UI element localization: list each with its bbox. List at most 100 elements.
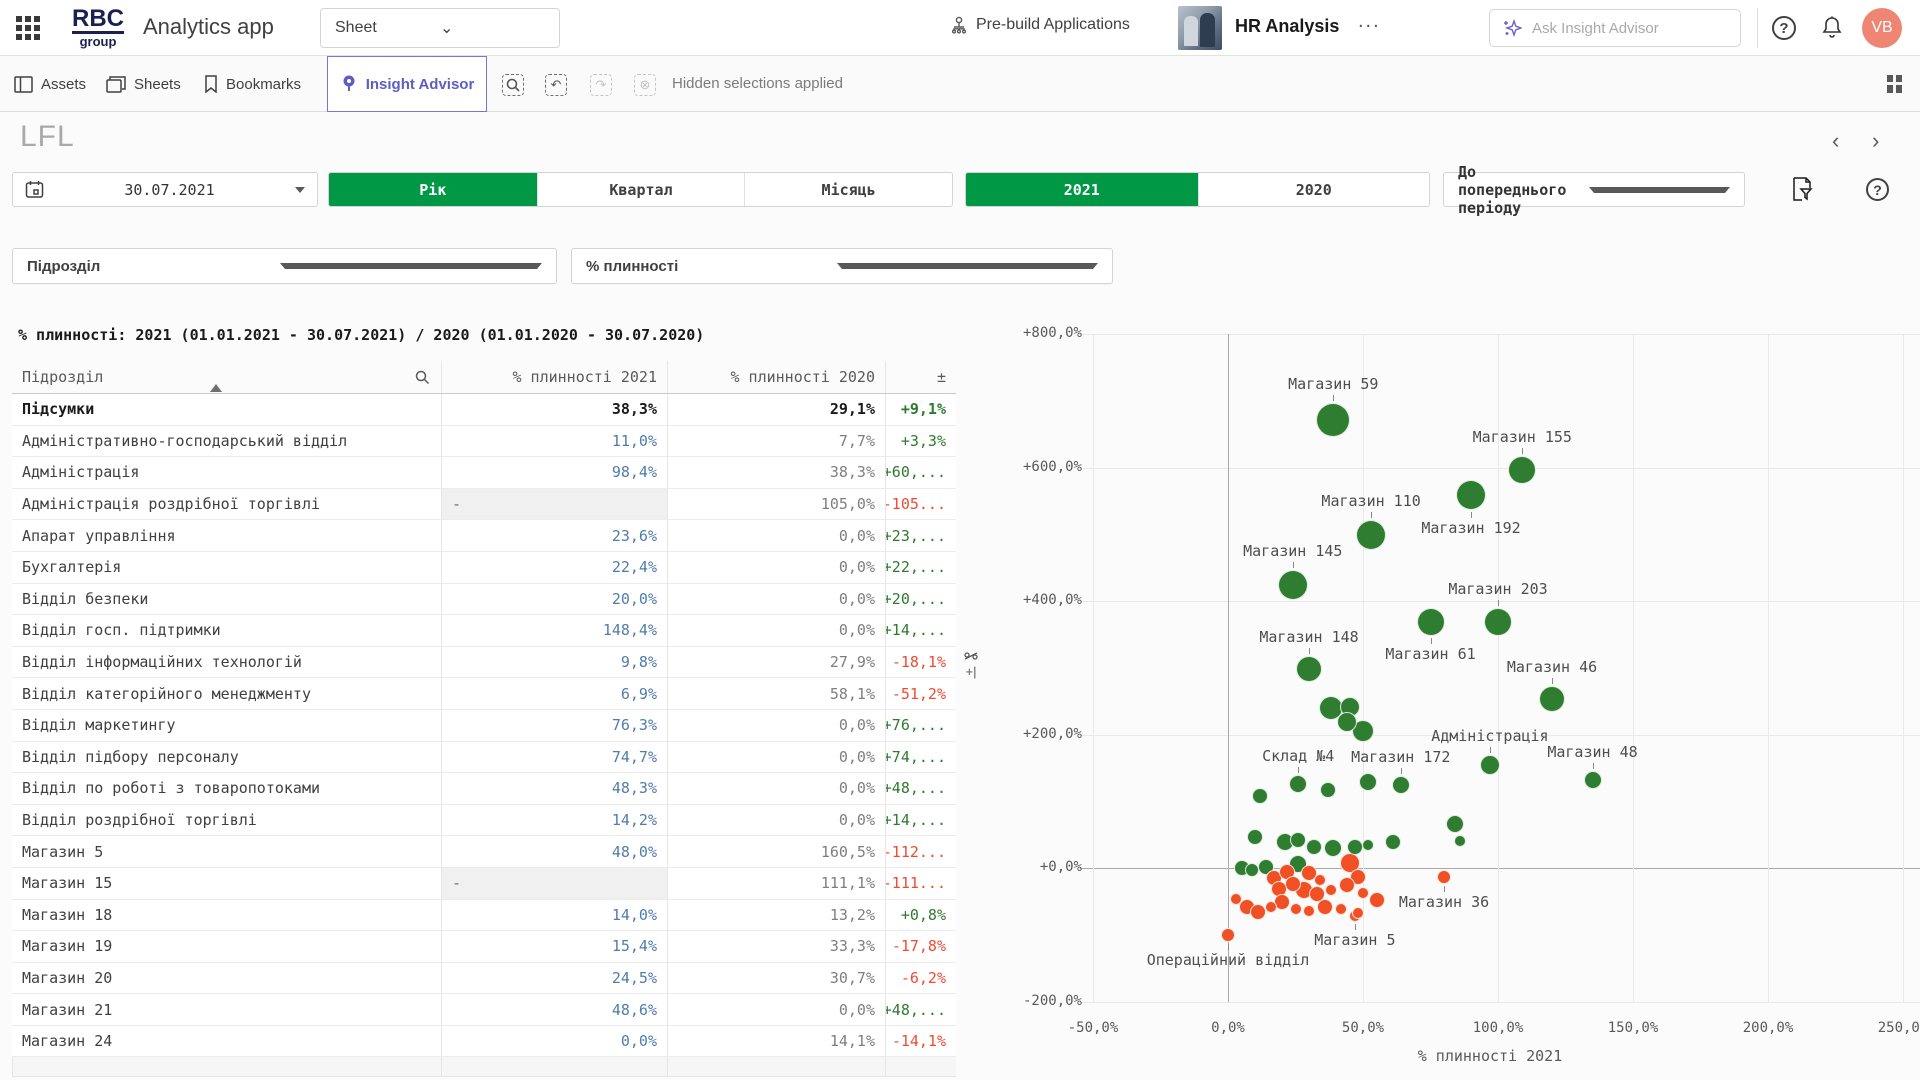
scatter-point[interactable] — [1346, 839, 1363, 856]
cell-dimension[interactable]: Апарат управління — [22, 526, 176, 545]
scatter-point[interactable] — [1252, 787, 1269, 804]
smart-search-selections-button[interactable] — [502, 74, 524, 96]
cell-dimension[interactable]: Магазин 21 — [22, 1000, 113, 1019]
cell-dimension[interactable]: Відділ роздрібної торгівлі — [22, 811, 257, 830]
scatter-point-Магазин 59[interactable] — [1316, 403, 1351, 438]
cell-dimension[interactable]: Магазин 5 — [22, 842, 104, 861]
scatter-point-Магазин 46[interactable] — [1539, 686, 1565, 713]
cell-dimension[interactable]: Магазин 18 — [22, 905, 113, 924]
scatter-point[interactable] — [1289, 902, 1302, 915]
scatter-point[interactable] — [1317, 898, 1334, 915]
scatter-point-Магазин 203[interactable] — [1484, 607, 1512, 636]
table-row[interactable]: Магазин 5 48,0% 160,5% -112... — [12, 836, 956, 868]
scatter-point[interactable] — [1265, 900, 1278, 913]
cell-dimension[interactable]: Адміністративно-господарський відділ — [22, 431, 348, 450]
cell-dimension[interactable]: Відділ підбору персоналу — [22, 747, 239, 766]
scatter-point[interactable] — [1384, 833, 1401, 850]
cell-dimension[interactable]: Відділ маркетингу — [22, 716, 176, 735]
table-row[interactable]: Відділ маркетингу 76,3% 0,0% +76,... — [12, 709, 956, 742]
column-header-2020[interactable]: % плинності 2020 — [667, 361, 885, 393]
scatter-point[interactable] — [1352, 720, 1374, 743]
scatter-point[interactable] — [1301, 864, 1317, 881]
scatter-point-Магазин 172[interactable] — [1391, 776, 1410, 795]
table-row[interactable]: Відділ категорійного менеджменту 6,9% 58,1… — [12, 678, 956, 710]
period-button-Квартал[interactable]: Квартал — [536, 173, 745, 206]
scatter-point-Адміністрація[interactable] — [1479, 755, 1500, 776]
help-icon[interactable]: ? — [1772, 16, 1796, 40]
scatter-point[interactable] — [1249, 904, 1266, 921]
table-row[interactable]: Адміністрація 98,4% 38,3% +60,... — [12, 457, 956, 489]
prebuild-applications-link[interactable]: Pre-build Applications — [950, 16, 1130, 34]
scatter-point[interactable] — [1368, 892, 1385, 909]
table-row[interactable]: Магазин 19 15,4% 33,3% -17,8% — [12, 931, 956, 963]
app-launcher-icon[interactable] — [16, 16, 40, 40]
scatter-point[interactable] — [1357, 886, 1369, 899]
cell-dimension[interactable]: Бухгалтерія — [22, 558, 122, 577]
column-search-icon[interactable] — [414, 369, 431, 386]
bookmarks-button[interactable]: Bookmarks — [204, 56, 301, 112]
cell-dimension[interactable]: Магазин 15 — [22, 874, 113, 893]
table-row[interactable]: Магазин 24 0,0% 14,1% -14,1% — [12, 1025, 956, 1058]
scatter-point-Магазин 192[interactable] — [1456, 479, 1486, 510]
next-sheet-button[interactable]: › — [1872, 128, 1880, 153]
table-row[interactable]: Відділ інформаційних технологій 9,8% 27,9%… — [12, 646, 956, 679]
scatter-point[interactable] — [1303, 904, 1315, 917]
scatter-point[interactable] — [1319, 781, 1336, 798]
scatter-point[interactable] — [1230, 892, 1243, 905]
dimension-listbox[interactable]: Підрозділ — [12, 248, 557, 284]
scatter-point-Магазин 155[interactable] — [1508, 456, 1537, 485]
cell-dimension[interactable]: Підсумки — [22, 400, 95, 419]
scatter-point[interactable] — [1245, 863, 1260, 877]
cell-dimension[interactable]: Відділ категорійного менеджменту — [22, 684, 311, 703]
table-row[interactable]: Адміністративно-господарський відділ 11,0… — [12, 425, 956, 458]
scatter-point-Магазин 36[interactable] — [1437, 869, 1451, 884]
scatter-point[interactable] — [1318, 695, 1343, 720]
period-button-Місяць[interactable]: Місяць — [744, 173, 952, 206]
scatter-point[interactable] — [1324, 884, 1337, 897]
table-row[interactable]: Магазин 20 24,5% 30,7% -6,2% — [12, 962, 956, 995]
scatter-point-Магазин 148[interactable] — [1296, 656, 1322, 683]
step-back-button[interactable]: ↶ — [545, 74, 567, 96]
cell-dimension[interactable]: Адміністрація — [22, 463, 140, 482]
filter-pane-icon[interactable] — [1790, 176, 1814, 202]
scatter-point[interactable] — [1338, 876, 1355, 893]
insight-advisor-button[interactable]: Insight Advisor — [327, 56, 487, 112]
sheet-selector-dropdown[interactable]: Sheet ⌄ — [320, 8, 560, 48]
app-thumbnail[interactable] — [1178, 6, 1222, 50]
scatter-point-Операційний відділ[interactable] — [1221, 927, 1235, 942]
period-button-Рік[interactable]: Рік — [329, 173, 537, 206]
scatter-point[interactable] — [1247, 829, 1263, 846]
table-row[interactable]: Магазин 18 14,0% 13,2% +0,8% — [12, 899, 956, 932]
scatter-point[interactable] — [1445, 814, 1464, 833]
sheets-button[interactable]: Sheets — [106, 56, 181, 112]
table-row[interactable]: Адміністрація роздрібної торгівлі -105,0%… — [12, 488, 956, 521]
assets-button[interactable]: Assets — [14, 56, 86, 112]
cell-dimension[interactable]: Відділ по роботі з товаропотоками — [22, 779, 321, 798]
measure-listbox[interactable]: % плинності — [571, 248, 1113, 284]
scatter-point-Склад №4[interactable] — [1289, 774, 1308, 793]
scatter-point[interactable] — [1290, 831, 1307, 848]
scatter-point-Магазин 61[interactable] — [1416, 607, 1445, 636]
cell-dimension[interactable]: Адміністрація роздрібної торгівлі — [22, 495, 321, 514]
cell-dimension[interactable]: Відділ госп. підтримки — [22, 621, 221, 640]
scatter-point-Магазин 48[interactable] — [1583, 770, 1602, 789]
compare-period-dropdown[interactable]: До попереднього періоду — [1443, 163, 1745, 217]
scatter-point[interactable] — [1309, 886, 1326, 903]
rbc-group-logo[interactable]: RBC group — [72, 5, 124, 49]
column-header-dimension[interactable]: Підрозділ — [12, 361, 441, 393]
chart-exploration-icon[interactable]: +| — [963, 652, 979, 678]
column-header-delta[interactable]: ± — [885, 361, 956, 393]
notifications-bell-icon[interactable] — [1820, 15, 1844, 41]
table-row[interactable]: Відділ роздрібної торгівлі 14,2% 0,0% +14,.… — [12, 804, 956, 837]
more-menu-button[interactable]: ... — [1358, 10, 1381, 32]
scatter-point-Магазин 110[interactable] — [1356, 519, 1387, 550]
table-row[interactable]: Відділ госп. підтримки 148,4% 0,0% +14,... — [12, 615, 956, 647]
column-header-2021[interactable]: % плинності 2021 — [441, 361, 667, 393]
scatter-point[interactable] — [1359, 772, 1378, 791]
table-row[interactable]: Відділ по роботі з товаропотоками 48,3% 0,… — [12, 773, 956, 805]
scatter-point[interactable] — [1336, 711, 1357, 732]
table-row[interactable]: Підсумки 38,3% 29,1% +9,1% — [12, 394, 956, 426]
date-picker[interactable]: 30.07.2021 — [12, 172, 318, 207]
year-button-2021[interactable]: 2021 — [966, 173, 1198, 206]
sheet-list-icon[interactable] — [1884, 73, 1906, 95]
